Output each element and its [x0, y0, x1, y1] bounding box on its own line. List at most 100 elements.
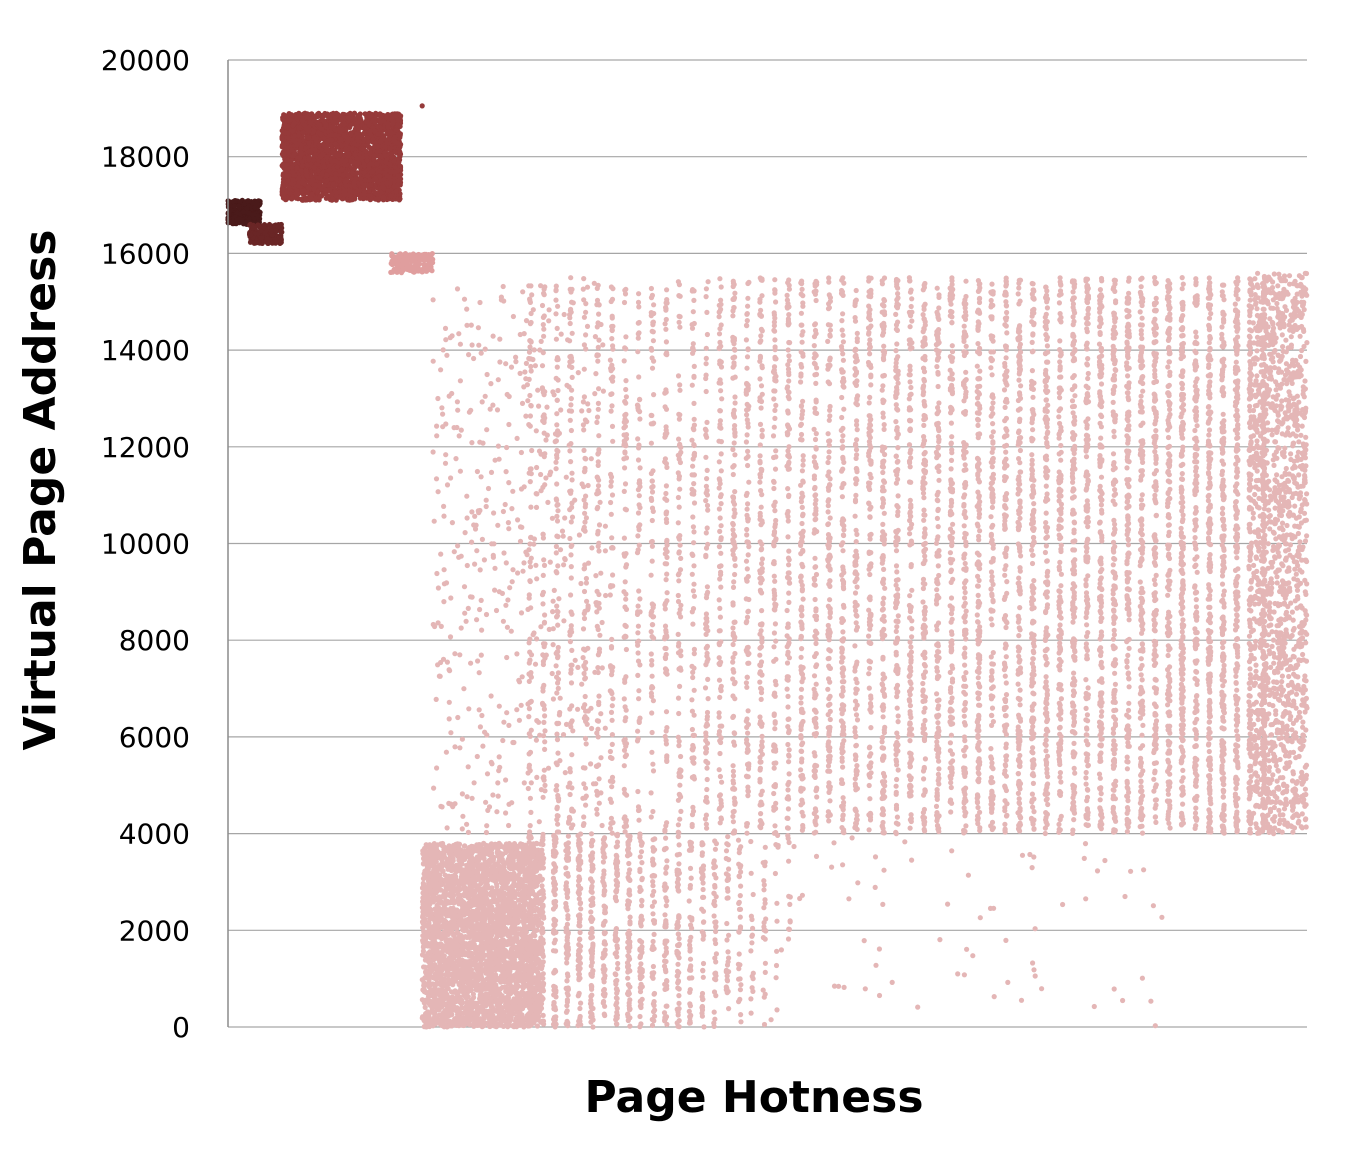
- data-point: [403, 252, 409, 258]
- data-point: [349, 146, 355, 152]
- data-point: [428, 260, 434, 266]
- data-point: [330, 120, 337, 126]
- data-point: [306, 135, 312, 141]
- data-point: [351, 183, 357, 189]
- data-point: [317, 193, 323, 199]
- data-point: [328, 132, 334, 138]
- data-point: [319, 170, 325, 176]
- data-point: [317, 153, 324, 160]
- data-point: [317, 122, 323, 128]
- data-point: [290, 128, 296, 134]
- data-point: [360, 146, 366, 152]
- data-point: [300, 130, 306, 136]
- data-point: [285, 134, 291, 141]
- data-point: [404, 265, 410, 271]
- data-point: [363, 182, 369, 188]
- data-point: [234, 217, 240, 223]
- data-point: [240, 209, 246, 215]
- data-point: [380, 132, 386, 138]
- data-point: [339, 167, 345, 173]
- data-point: [421, 262, 427, 268]
- data-point: [337, 152, 343, 158]
- data-point: [294, 164, 300, 170]
- data-point: [388, 169, 394, 175]
- data-point: [369, 169, 375, 175]
- data-point: [317, 142, 323, 148]
- data-point: [383, 159, 389, 165]
- data-point: [420, 876, 427, 882]
- data-point: [332, 158, 338, 164]
- data-point: [335, 111, 341, 118]
- data-point: [257, 228, 263, 234]
- data-point: [392, 255, 398, 261]
- data-point: [290, 123, 296, 129]
- data-point: [395, 131, 402, 138]
- data-point: [385, 120, 391, 127]
- data-point: [375, 196, 381, 202]
- data-point: [284, 145, 290, 151]
- data-point: [393, 127, 400, 133]
- data-point: [297, 155, 303, 161]
- data-point: [389, 251, 395, 257]
- data-point: [284, 166, 290, 172]
- data-point: [361, 189, 367, 195]
- data-point: [278, 237, 284, 243]
- data-point: [321, 163, 327, 170]
- data-point: [304, 172, 310, 178]
- data-point: [329, 176, 335, 182]
- data-point: [397, 149, 403, 155]
- data-point: [372, 128, 378, 134]
- data-point: [250, 224, 256, 231]
- data-point: [367, 128, 373, 134]
- data-point: [421, 257, 427, 263]
- data-point: [311, 113, 317, 119]
- data-point: [364, 158, 370, 164]
- data-point: [273, 228, 279, 234]
- data-point: [285, 178, 291, 184]
- data-point: [364, 173, 371, 179]
- data-point: [381, 185, 387, 192]
- data-point: [382, 170, 388, 176]
- data-point: [376, 173, 383, 179]
- data-point: [428, 255, 434, 261]
- data-point: [398, 176, 404, 182]
- data-point: [374, 161, 380, 167]
- data-point: [340, 115, 346, 121]
- data-point: [388, 193, 394, 199]
- data-point: [386, 136, 392, 142]
- data-point: [395, 117, 401, 123]
- data-point: [390, 121, 396, 127]
- data-point: [311, 135, 317, 141]
- data-point: [306, 157, 312, 163]
- data-point: [258, 235, 264, 241]
- data-point: [382, 144, 388, 150]
- data-point: [380, 194, 387, 200]
- data-point: [284, 173, 290, 179]
- data-point: [285, 123, 291, 129]
- data-point: [324, 154, 330, 160]
- data-point: [364, 112, 370, 118]
- data-point: [367, 197, 373, 203]
- data-point: [376, 168, 382, 174]
- data-point: [349, 111, 355, 117]
- data-point: [363, 119, 369, 125]
- data-point: [312, 147, 318, 153]
- data-point: [415, 268, 421, 274]
- data-point: [426, 267, 432, 273]
- data-point: [397, 143, 403, 149]
- data-point: [366, 188, 372, 194]
- gridlines: [228, 59, 1307, 1028]
- data-point: [248, 232, 254, 238]
- data-point: [289, 196, 295, 202]
- data-point: [354, 162, 360, 168]
- data-point: [358, 176, 364, 182]
- data-point: [266, 221, 273, 228]
- data-point: [332, 141, 338, 147]
- data-point: [253, 200, 260, 206]
- data-point: [280, 179, 286, 185]
- data-point: [299, 117, 306, 124]
- data-point: [274, 238, 280, 244]
- data-point: [365, 139, 371, 145]
- data-point: [392, 149, 398, 155]
- data-point: [289, 147, 295, 153]
